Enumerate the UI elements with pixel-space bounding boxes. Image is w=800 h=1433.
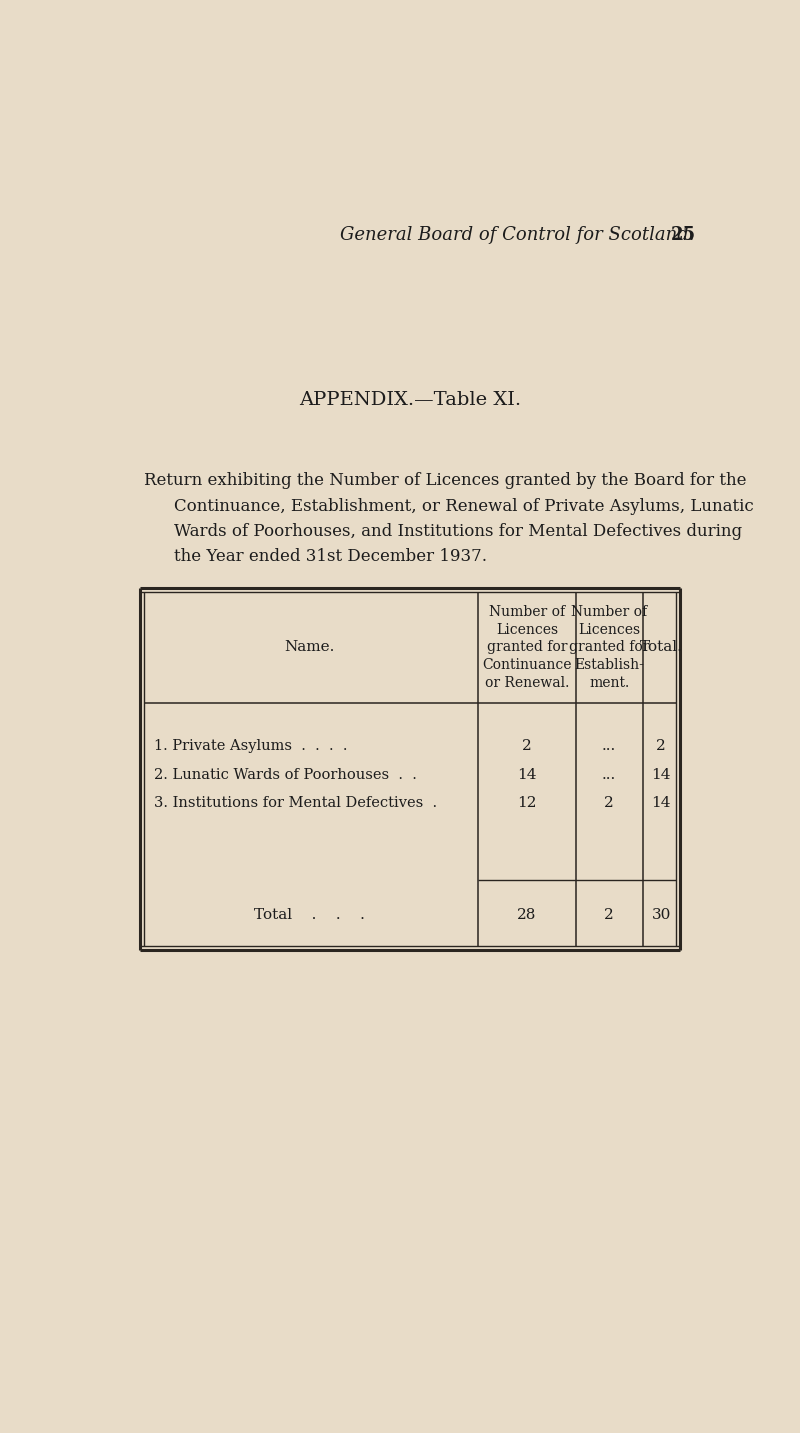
Text: Continuance, Establishment, or Renewal of Private Asylums, Lunatic: Continuance, Establishment, or Renewal o… bbox=[174, 497, 754, 514]
Text: 30: 30 bbox=[651, 909, 670, 921]
Text: Wards of Poorhouses, and Institutions for Mental Defectives during: Wards of Poorhouses, and Institutions fo… bbox=[174, 523, 742, 540]
Text: ...: ... bbox=[602, 738, 616, 752]
Text: General Board of Control for Scotland.: General Board of Control for Scotland. bbox=[340, 226, 694, 244]
Text: Total.: Total. bbox=[640, 641, 682, 655]
Text: 2: 2 bbox=[656, 738, 666, 752]
Text: 3. Institutions for Mental Defectives  .: 3. Institutions for Mental Defectives . bbox=[154, 797, 438, 810]
Text: 2: 2 bbox=[522, 738, 532, 752]
Text: 25: 25 bbox=[671, 226, 696, 244]
Text: 14: 14 bbox=[651, 768, 671, 782]
Text: 2: 2 bbox=[604, 909, 614, 921]
Text: Number of
Licences
granted for
Continuance
or Renewal.: Number of Licences granted for Continuan… bbox=[482, 605, 572, 691]
Text: 14: 14 bbox=[518, 768, 537, 782]
Text: 28: 28 bbox=[518, 909, 537, 921]
Text: 14: 14 bbox=[651, 797, 671, 810]
Text: 2. Lunatic Wards of Poorhouses  .  .: 2. Lunatic Wards of Poorhouses . . bbox=[154, 768, 417, 782]
Text: ...: ... bbox=[602, 768, 616, 782]
Text: Name.: Name. bbox=[284, 641, 334, 655]
Text: Return exhibiting the Number of Licences granted by the Board for the: Return exhibiting the Number of Licences… bbox=[144, 473, 746, 489]
Text: 12: 12 bbox=[518, 797, 537, 810]
Text: the Year ended 31st December 1937.: the Year ended 31st December 1937. bbox=[174, 549, 486, 566]
Text: 1. Private Asylums  .  .  .  .: 1. Private Asylums . . . . bbox=[154, 738, 348, 752]
Text: APPENDIX.—Table XI.: APPENDIX.—Table XI. bbox=[299, 391, 521, 408]
Text: Total    .    .    .: Total . . . bbox=[254, 909, 365, 921]
Text: Number of
Licences
granted for
Establish-
ment.: Number of Licences granted for Establish… bbox=[569, 605, 650, 691]
Text: 2: 2 bbox=[604, 797, 614, 810]
